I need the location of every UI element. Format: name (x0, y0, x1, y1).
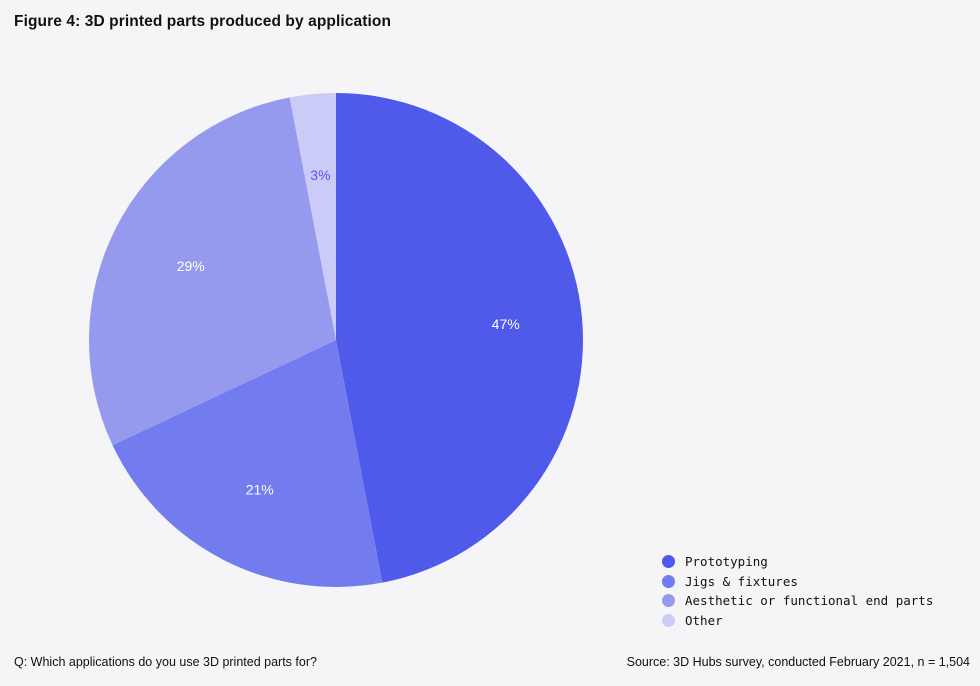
pie-label-other: 3% (310, 167, 330, 183)
pie-chart: 47% 21% 29% 3% (88, 93, 583, 587)
chart-title: Figure 4: 3D printed parts produced by a… (14, 13, 392, 30)
pie-labels: 47% 21% 29% 3% (177, 167, 520, 497)
legend-swatch (662, 555, 675, 569)
pie-label-aesthetic-or-functional-end-parts: 29% (177, 258, 205, 274)
legend-label: Other (685, 612, 723, 628)
legend-swatch (662, 574, 675, 588)
chart-legend: Prototyping Jigs & fixtures Aesthetic or f… (662, 552, 933, 630)
legend-swatch (662, 594, 675, 608)
legend-label: Aesthetic or functional end parts (685, 593, 934, 609)
legend-item: Prototyping (662, 552, 933, 572)
pie-slice-jigs-fixtures (112, 340, 383, 587)
survey-question: Q: Which applications do you use 3D prin… (14, 655, 317, 669)
legend-item: Other (662, 611, 933, 631)
legend-item: Aesthetic or functional end parts (662, 591, 933, 611)
pie-slice-prototyping (336, 93, 583, 583)
pie-slice-aesthetic-or-functional-end-parts (88, 97, 337, 446)
legend-item: Jigs & fixtures (662, 572, 933, 592)
legend-label: Jigs & fixtures (685, 573, 798, 589)
pie-label-jigs-fixtures: 21% (246, 482, 274, 498)
legend-label: Prototyping (685, 554, 768, 570)
pie-slice-other (289, 93, 336, 340)
pie-label-prototyping: 47% (492, 316, 520, 332)
source-note: Source: 3D Hubs survey, conducted Februa… (626, 655, 970, 669)
pie-slices (88, 93, 583, 587)
legend-swatch (662, 613, 675, 627)
